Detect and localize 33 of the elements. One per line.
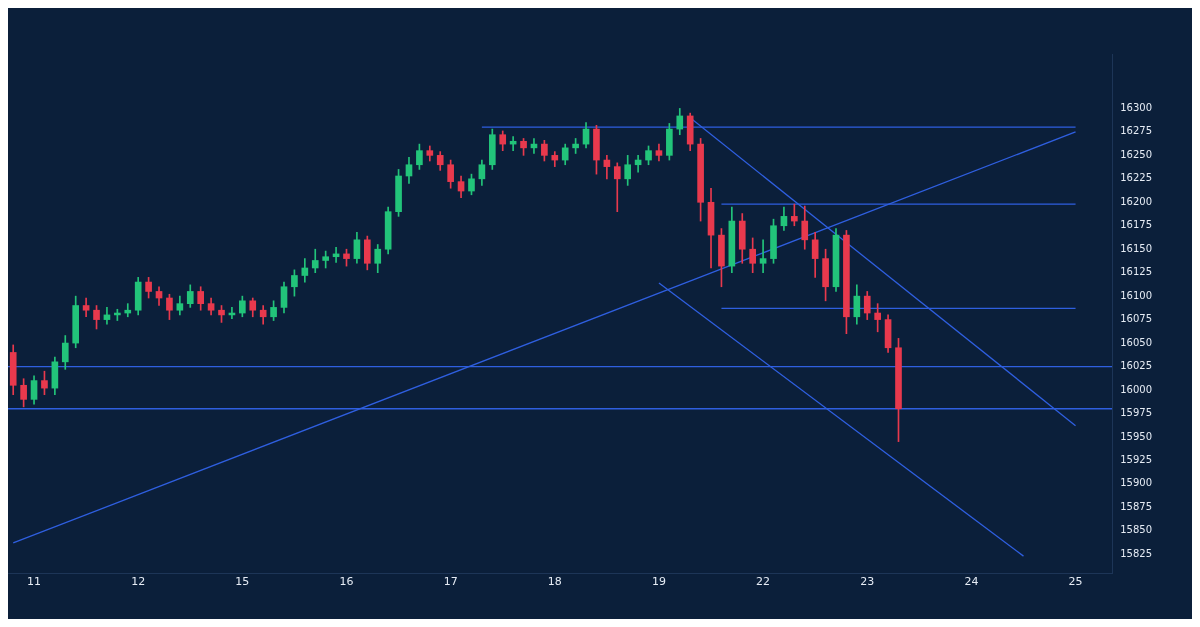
y-tick-label: 15850: [1120, 524, 1152, 536]
y-tick-label: 16300: [1120, 102, 1152, 114]
y-tick-label: 16200: [1120, 195, 1152, 207]
x-tick-label: 12: [131, 575, 146, 589]
y-tick-label: 15950: [1120, 430, 1152, 442]
candlestick: [759, 239, 767, 274]
y-tick-label: 15925: [1120, 453, 1152, 465]
x-tick-label: 17: [443, 575, 458, 589]
x-tick-label: 11: [27, 575, 42, 589]
x-tick-label: 22: [756, 575, 771, 589]
x-tick-label: 25: [1068, 575, 1083, 589]
x-tick-label: 24: [964, 575, 979, 589]
x-tick-label: 16: [339, 575, 354, 589]
x-tick-label: 19: [651, 575, 666, 589]
y-tick-label: 16175: [1120, 219, 1152, 231]
x-tick-label: 15: [235, 575, 250, 589]
y-tick-label: 15875: [1120, 500, 1152, 512]
x-tick-label: 23: [860, 575, 875, 589]
y-tick-label: 16125: [1120, 266, 1152, 278]
x-tick-label: 18: [547, 575, 562, 589]
y-tick-label: 15975: [1120, 407, 1152, 419]
y-tick-label: 16250: [1120, 148, 1152, 160]
candlestick: [124, 303, 132, 318]
y-tick-label: 16100: [1120, 289, 1152, 301]
y-tick-label: 16050: [1120, 336, 1152, 348]
y-tick-label: 16150: [1120, 242, 1152, 254]
y-tick-label: 16075: [1120, 313, 1152, 325]
y-tick-label: 16225: [1120, 172, 1152, 184]
y-tick-label: 16000: [1120, 383, 1152, 395]
y-tick-label: 16025: [1120, 360, 1152, 372]
y-tick-label: 16275: [1120, 125, 1152, 137]
y-tick-label: 15900: [1120, 477, 1152, 489]
y-tick-label: 15825: [1120, 547, 1152, 559]
